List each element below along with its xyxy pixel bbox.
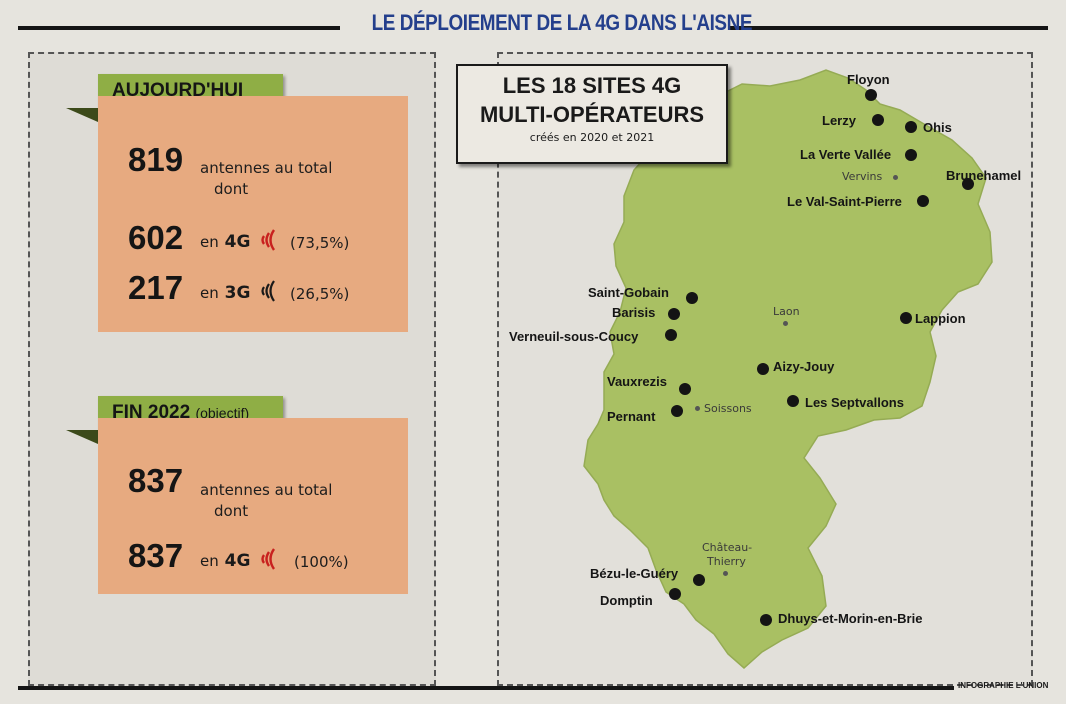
city-marker bbox=[723, 571, 728, 576]
total-dont-label: dont bbox=[214, 180, 249, 198]
map-subheading: créés en 2020 et 2021 bbox=[529, 131, 655, 144]
site-marker bbox=[900, 312, 912, 324]
title-rule-right bbox=[728, 26, 1048, 30]
g3-label: en 3G bbox=[200, 283, 250, 303]
site-label: Barisis bbox=[612, 305, 656, 320]
site-marker bbox=[962, 178, 974, 190]
ribbon-2022-sub: (objectif) bbox=[195, 405, 250, 421]
page-title: LE DÉPLOIEMENT DE LA 4G DANS L'AISNE bbox=[371, 10, 753, 35]
site-marker bbox=[905, 149, 917, 161]
g3-count-value: 217 bbox=[128, 269, 184, 306]
site-marker bbox=[757, 363, 769, 375]
site-marker bbox=[665, 329, 677, 341]
site-label: Saint-Gobain bbox=[588, 285, 669, 300]
site-label: Le Val-Saint-Pierre bbox=[787, 194, 902, 209]
city-label: Soissons bbox=[704, 402, 752, 415]
city-label: Laon bbox=[773, 305, 800, 318]
credit-label: INFOGRAPHIE L'UNION bbox=[958, 681, 1049, 690]
stats-box-2022 bbox=[98, 418, 408, 594]
city-marker bbox=[893, 175, 898, 180]
g4-percent: (73,5%) bbox=[290, 234, 350, 252]
signal-waves-icon bbox=[261, 548, 276, 570]
target-g4-tech: 4G bbox=[224, 551, 251, 571]
site-label: Domptin bbox=[600, 593, 653, 608]
site-label: Pernant bbox=[607, 409, 656, 424]
site-label: Bézu-le-Guéry bbox=[590, 566, 679, 581]
site-marker bbox=[669, 588, 681, 600]
ribbon-2022-label: FIN 2022 bbox=[112, 402, 191, 423]
site-marker bbox=[760, 614, 772, 626]
site-label: Vauxrezis bbox=[607, 374, 667, 389]
map-heading-line1: LES 18 SITES 4G bbox=[502, 73, 682, 98]
target-total-value: 837 bbox=[128, 462, 184, 499]
g4-count-value: 602 bbox=[128, 219, 184, 256]
aisne-department-shape bbox=[583, 69, 993, 669]
site-label: Aizy-Jouy bbox=[773, 359, 835, 374]
ribbon-today-label: AUJOURD'HUI bbox=[112, 80, 244, 101]
stats-box-today bbox=[98, 96, 408, 332]
g4-prefix: en bbox=[200, 233, 219, 251]
target-dont-label: dont bbox=[214, 502, 249, 520]
site-marker bbox=[872, 114, 884, 126]
total-antennas-value: 819 bbox=[128, 141, 184, 178]
city-marker bbox=[783, 321, 788, 326]
site-marker bbox=[671, 405, 683, 417]
map-legend-box: LES 18 SITES 4G MULTI-OPÉRATEURS créés e… bbox=[456, 64, 728, 164]
site-label: Lerzy bbox=[822, 113, 856, 128]
target-g4-value: 837 bbox=[128, 537, 184, 574]
bottom-rule bbox=[18, 686, 954, 690]
site-label: Ohis bbox=[923, 120, 952, 135]
city-label: Vervins bbox=[842, 170, 883, 183]
site-marker bbox=[686, 292, 698, 304]
target-g4-prefix: en bbox=[200, 552, 219, 570]
target-g4-label: en 4G bbox=[200, 551, 250, 571]
signal-waves-icon bbox=[261, 280, 275, 302]
site-label: La Verte Vallée bbox=[800, 147, 892, 162]
target-g4-percent: (100%) bbox=[294, 553, 349, 571]
site-label: Verneuil-sous-Coucy bbox=[509, 329, 639, 344]
site-label: Les Septvallons bbox=[805, 395, 904, 410]
site-label: Lappion bbox=[915, 311, 966, 326]
city-label: Thierry bbox=[707, 555, 746, 568]
city-marker bbox=[695, 406, 700, 411]
site-marker bbox=[917, 195, 929, 207]
city-label: Château- bbox=[702, 541, 753, 554]
target-total-label: antennes au total bbox=[200, 481, 333, 499]
site-label: Dhuys-et-Morin-en-Brie bbox=[778, 611, 923, 626]
g4-label: en 4G bbox=[200, 232, 250, 252]
site-marker bbox=[693, 574, 705, 586]
total-antennas-label: antennes au total bbox=[200, 159, 333, 177]
g3-tech: 3G bbox=[224, 283, 251, 303]
signal-waves-icon bbox=[261, 229, 276, 251]
g3-percent: (26,5%) bbox=[290, 285, 350, 303]
g4-tech: 4G bbox=[224, 232, 251, 252]
site-marker bbox=[787, 395, 799, 407]
ribbon-fold bbox=[66, 430, 98, 444]
site-marker bbox=[679, 383, 691, 395]
site-marker bbox=[865, 89, 877, 101]
g3-prefix: en bbox=[200, 284, 219, 302]
site-marker bbox=[668, 308, 680, 320]
ribbon-fold bbox=[66, 108, 98, 122]
site-label: Floyon bbox=[847, 72, 890, 87]
map-heading-line2: MULTI-OPÉRATEURS bbox=[479, 102, 705, 127]
site-marker bbox=[905, 121, 917, 133]
site-label: Brunehamel bbox=[946, 168, 1022, 183]
title-rule-left bbox=[18, 26, 340, 30]
